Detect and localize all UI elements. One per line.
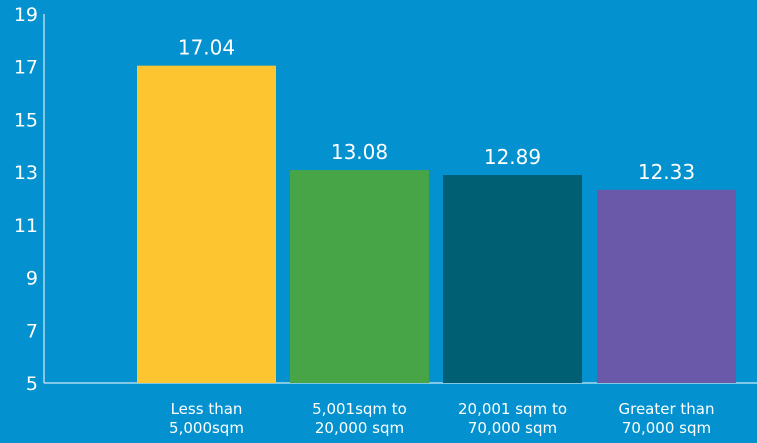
bar bbox=[290, 170, 429, 383]
category-label: 5,001sqm to bbox=[312, 400, 407, 418]
y-tick-label: 11 bbox=[14, 215, 38, 237]
y-tick-label: 15 bbox=[14, 109, 38, 131]
bar bbox=[443, 175, 582, 383]
bar-value-label: 12.33 bbox=[638, 160, 695, 184]
value-labels: 17.04 13.08 12.89 12.33 bbox=[178, 36, 695, 184]
bar-value-label: 12.89 bbox=[484, 145, 541, 169]
category-label: 70,000 sqm bbox=[468, 419, 557, 437]
category-label: Less than bbox=[171, 400, 243, 418]
y-tick-labels: 5 7 9 11 13 15 17 19 bbox=[14, 4, 38, 395]
category-label: 20,000 sqm bbox=[315, 419, 404, 437]
category-label: 5,000sqm bbox=[169, 419, 244, 437]
y-tick-label: 13 bbox=[14, 162, 38, 184]
category-label: 70,000 sqm bbox=[622, 419, 711, 437]
bar bbox=[597, 189, 736, 383]
bars bbox=[137, 65, 736, 383]
y-tick-label: 7 bbox=[26, 320, 38, 342]
category-label: Greater than bbox=[618, 400, 714, 418]
y-tick-label: 19 bbox=[14, 4, 38, 26]
bar-value-label: 17.04 bbox=[178, 36, 235, 60]
bar bbox=[137, 65, 276, 383]
category-label: 20,001 sqm to bbox=[458, 400, 567, 418]
y-tick-label: 9 bbox=[26, 268, 38, 290]
y-tick-label: 5 bbox=[26, 373, 38, 395]
y-tick-label: 17 bbox=[14, 57, 38, 79]
bar-value-label: 13.08 bbox=[331, 140, 388, 164]
